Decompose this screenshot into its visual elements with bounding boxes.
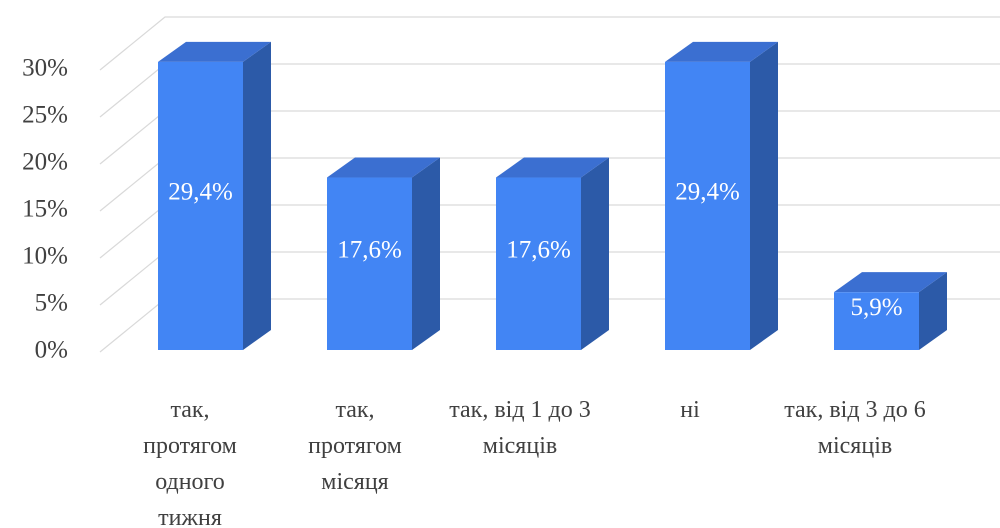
data-label: 17,6%: [337, 236, 402, 263]
bar-top: [327, 157, 440, 178]
grid-line: [99, 16, 1000, 71]
bar-side: [750, 41, 778, 350]
y-tick-label: 10%: [22, 243, 68, 270]
bar: [834, 272, 947, 350]
x-tick-label: так, протягом місяця: [308, 397, 402, 495]
bar-top: [834, 272, 947, 293]
bar-side: [412, 157, 440, 350]
bar-side: [919, 272, 947, 350]
bar: [665, 41, 778, 350]
bar-top: [665, 41, 778, 62]
y-tick-label: 20%: [22, 149, 68, 176]
y-tick-label: 15%: [22, 196, 68, 223]
bar: [327, 157, 440, 350]
bar-front: [496, 177, 581, 350]
x-tick-label: ні: [680, 397, 700, 423]
y-tick-label: 0%: [35, 337, 68, 364]
data-label: 29,4%: [168, 179, 233, 206]
x-tick-label: так, протягом одного тижня: [143, 397, 237, 528]
bar: [496, 157, 609, 350]
x-tick-label: так, від 1 до 3 місяців: [449, 397, 591, 459]
x-tick-label: так, від 3 до 6 місяців: [784, 397, 926, 459]
bar-front: [158, 61, 243, 350]
bar-front: [327, 177, 412, 350]
y-tick-label: 30%: [22, 55, 68, 82]
bar-front: [665, 61, 750, 350]
bar-top: [158, 41, 271, 62]
bar-side: [243, 41, 271, 350]
data-label: 29,4%: [675, 179, 740, 206]
data-label: 17,6%: [506, 236, 571, 263]
bar-top: [496, 157, 609, 178]
y-tick-label: 5%: [35, 290, 68, 317]
y-tick-label: 25%: [22, 102, 68, 129]
data-label: 5,9%: [850, 294, 902, 321]
bar: [158, 41, 271, 350]
bar-front: [834, 292, 919, 350]
bar-side: [581, 157, 609, 350]
